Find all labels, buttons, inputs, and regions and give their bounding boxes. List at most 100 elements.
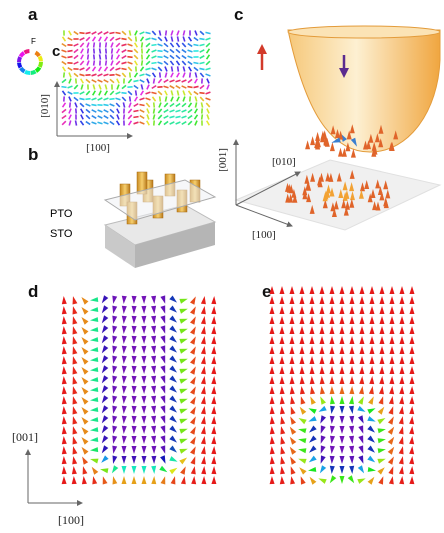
dipole-arrow [100,468,108,473]
dipole-arrow [380,296,385,304]
dipole-arrow [399,426,404,434]
dipole-arrow [72,466,77,474]
vector [182,80,187,82]
vector [195,31,197,36]
dipole-arrow [81,427,88,435]
dipole-arrow [340,396,345,404]
dipole-arrow [132,366,137,374]
dipole-arrow [141,306,146,314]
dipole-arrow [201,446,206,454]
dipole-arrow [112,356,117,364]
dipole-arrow [141,326,146,334]
dipole-arrow [62,336,67,344]
color-wheel [21,68,25,72]
dipole-arrow [399,436,404,444]
dipole-arrow [390,296,395,304]
dipole-arrow [280,426,285,434]
dipole-arrow [151,416,156,424]
dipole-arrow [340,336,345,344]
vector [62,44,66,47]
vector [177,31,179,36]
dipole-arrow [390,326,395,334]
vector [199,44,204,45]
vector [158,67,162,71]
dipole-arrow [280,336,285,344]
dipole-arrow [112,366,117,374]
vector [123,102,124,107]
dipole-arrow [201,426,206,434]
vector [170,43,173,47]
dipole-arrow [81,317,88,325]
vector [135,73,138,77]
vector [94,60,95,65]
vector [158,37,162,41]
dipole-arrow [201,316,206,324]
vector [141,37,144,41]
dipole-arrow [368,467,376,472]
vector [62,121,66,125]
vector [62,50,67,52]
dipole-arrow [211,456,216,464]
dipole-arrow [179,369,187,374]
dipole-arrow [211,446,216,454]
dipole-arrow [90,387,98,392]
dipole-arrow [181,476,186,484]
vector [88,54,89,59]
dipole-arrow [159,466,167,473]
dipole-arrow [349,436,354,444]
dipole-arrow [270,336,275,344]
dipole-arrow [330,416,335,424]
vector [80,121,83,125]
vector [98,122,103,123]
vector [106,60,107,65]
dipole-arrow [349,416,354,424]
dipole-arrow [360,336,365,344]
vector [86,115,90,119]
dipole-arrow [201,346,206,354]
dipole-arrow [380,356,385,364]
dipole-arrow [90,397,98,402]
dipole-arrow [62,416,67,424]
vector [142,60,143,65]
wheel-label: F [31,37,36,46]
dipole-arrow [190,346,196,354]
dipole-arrow [270,396,275,404]
vector [188,116,192,119]
dipole-arrow [370,306,375,314]
dipole-arrow [388,427,395,435]
dipole-arrow [82,476,87,484]
dipole-arrow [102,385,109,393]
vector [157,51,162,52]
vector [135,97,138,101]
dipole-arrow [330,436,335,444]
dipole-arrow [151,336,156,344]
dipole-arrow [310,346,315,354]
dipole-arrow [388,447,395,455]
dipole-arrow [191,476,196,484]
dipole-arrow [400,366,405,374]
dipole-arrow [330,466,335,474]
vector [109,32,114,33]
vector [183,97,185,102]
dipole-arrow [340,446,345,454]
vector [62,62,66,65]
dipole-arrow [169,396,177,403]
vector [154,102,155,107]
dipole-arrow [169,366,177,373]
dipole-arrow [132,416,137,424]
dipole-arrow [280,376,285,384]
dipole-arrow [190,306,196,314]
vector [146,43,150,47]
dipole-arrow [320,376,325,384]
dipole-arrow [90,337,98,342]
dipole-arrow [81,417,88,425]
axis-label: [001] [12,430,38,444]
dipole-arrow [211,376,216,384]
dipole-arrow [380,346,385,354]
vector [145,68,150,69]
dipole-arrow [81,407,88,415]
dipole-arrow [122,296,127,304]
vector [130,96,131,101]
vector [152,56,157,58]
vector [109,99,114,100]
